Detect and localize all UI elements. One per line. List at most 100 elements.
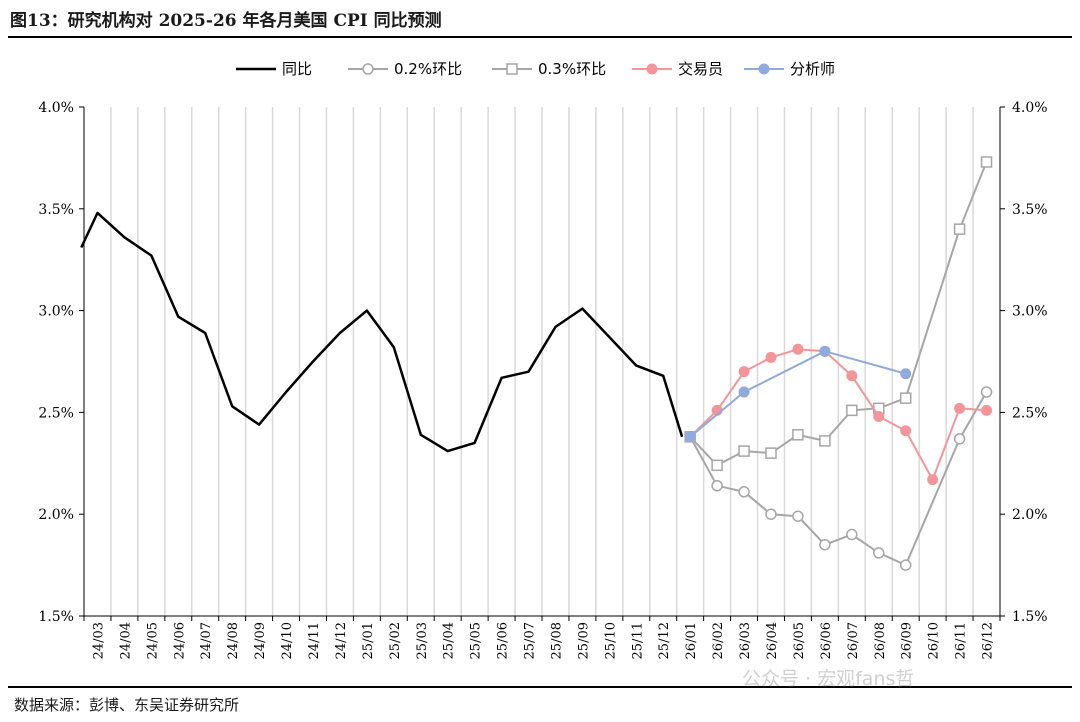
data-point (899, 392, 912, 404)
y-tick-label-right: 2.0% (1012, 507, 1048, 523)
x-tick-label: 26/07 (846, 622, 861, 659)
legend-marker (758, 63, 770, 75)
x-tick-label: 25/01 (361, 622, 376, 659)
data-point (792, 510, 804, 522)
source-note: 数据来源：彭博、东吴证券研究所 (14, 696, 240, 714)
legend-label: 交易员 (678, 60, 723, 78)
data-point (900, 368, 912, 380)
legend-label: 0.3%环比 (538, 60, 606, 78)
y-tick-label-right: 3.5% (1012, 202, 1048, 218)
data-point (711, 479, 723, 492)
chart-title: 图13：研究机构对 2025-26 年各月美国 CPI 同比预测 (10, 11, 442, 31)
y-tick-label: 3.5% (38, 202, 74, 218)
legend-marker (646, 63, 658, 75)
data-point (899, 559, 912, 571)
x-tick-label: 24/03 (91, 622, 106, 659)
data-point (765, 351, 777, 363)
data-point (846, 404, 858, 417)
data-point (953, 223, 966, 235)
x-tick-label: 25/05 (469, 622, 484, 659)
x-tick-label: 25/02 (388, 622, 403, 659)
data-point (846, 370, 858, 382)
x-tick-label: 26/04 (765, 622, 780, 659)
x-tick-label: 25/09 (576, 622, 591, 659)
data-point (819, 435, 831, 447)
x-tick-label: 26/08 (873, 622, 888, 659)
x-tick-label: 24/07 (199, 622, 214, 659)
y-axis-right: 1.5% 2.0% 2.5% 3.0% 3.5% 4.0% (1000, 100, 1048, 625)
data-point (765, 508, 777, 520)
x-tick-label: 26/11 (954, 622, 969, 659)
x-tick-label: 24/04 (118, 622, 133, 659)
x-tick-label: 24/08 (226, 622, 241, 659)
y-tick-label-right: 4.0% (1012, 100, 1048, 116)
data-point (927, 474, 939, 486)
data-point (711, 459, 723, 472)
x-tick-label: 26/01 (684, 622, 699, 659)
data-point (738, 486, 750, 498)
data-point (819, 345, 831, 357)
data-point (981, 404, 993, 416)
legend-marker (362, 63, 374, 75)
x-tick-label: 25/04 (442, 622, 457, 659)
data-point (873, 410, 885, 422)
y-tick-label: 1.5% (38, 609, 74, 625)
source-divider (8, 686, 1072, 688)
watermark: 公众号 · 宏观fans哲 (742, 668, 915, 690)
x-tick-label: 25/10 (603, 622, 618, 659)
x-axis: 24/03 24/04 24/05 24/06 24/07 24/08 24/09 24/10… (83, 616, 1001, 659)
series-line-5 (689, 350, 906, 438)
series-layer (80, 156, 993, 571)
x-tick-label: 26/06 (819, 622, 834, 659)
data-point (738, 366, 750, 378)
data-point (980, 156, 993, 168)
data-point (900, 425, 912, 437)
title-divider (8, 36, 1072, 38)
y-tick-label: 4.0% (38, 100, 74, 116)
data-point (873, 547, 885, 559)
x-tick-label: 26/05 (792, 622, 807, 659)
y-tick-label: 2.0% (38, 507, 74, 523)
data-point (792, 343, 804, 355)
legend-marker (506, 63, 518, 75)
x-tick-label: 25/12 (657, 622, 672, 659)
y-tick-label: 2.5% (38, 405, 74, 421)
data-point (684, 431, 696, 443)
legend-label: 0.2%环比 (394, 60, 462, 78)
data-point (819, 538, 831, 551)
series-line-4 (689, 348, 987, 481)
y-tick-label-right: 2.5% (1012, 405, 1048, 421)
y-tick-label-right: 1.5% (1012, 609, 1048, 625)
x-tick-label: 24/05 (145, 622, 160, 659)
x-tick-label: 25/03 (415, 622, 430, 659)
x-tick-label: 25/07 (523, 622, 538, 659)
x-tick-label: 26/09 (900, 622, 915, 659)
x-tick-label: 25/08 (549, 622, 564, 659)
x-tick-label: 24/10 (280, 622, 295, 659)
x-tick-label: 24/11 (307, 622, 322, 659)
x-tick-label: 25/11 (630, 622, 645, 659)
data-point (846, 528, 858, 541)
x-tick-label: 24/12 (334, 622, 349, 659)
series-line-1 (80, 211, 684, 453)
data-point (980, 386, 993, 398)
x-tick-label: 26/12 (981, 622, 996, 659)
legend-label: 同比 (282, 60, 312, 78)
y-axis-left: 1.5% 2.0% 2.5% 3.0% 3.5% 4.0% (38, 100, 84, 625)
y-tick-label-right: 3.0% (1012, 304, 1048, 320)
data-point (765, 447, 777, 459)
data-point (954, 402, 966, 414)
data-point (738, 445, 750, 457)
x-tick-label: 25/06 (496, 622, 511, 659)
x-tick-label: 26/10 (927, 622, 942, 659)
grid-lines (110, 107, 974, 616)
legend-label: 分析师 (790, 60, 835, 78)
x-tick-label: 26/03 (738, 622, 753, 659)
x-tick-label: 24/06 (172, 622, 187, 659)
data-point (738, 386, 750, 398)
y-tick-label: 3.0% (38, 304, 74, 320)
data-point (792, 429, 804, 441)
x-tick-label: 24/09 (253, 622, 268, 659)
legend: 同比 0.2%环比 0.3%环比 交易员 分析师 (236, 60, 835, 78)
